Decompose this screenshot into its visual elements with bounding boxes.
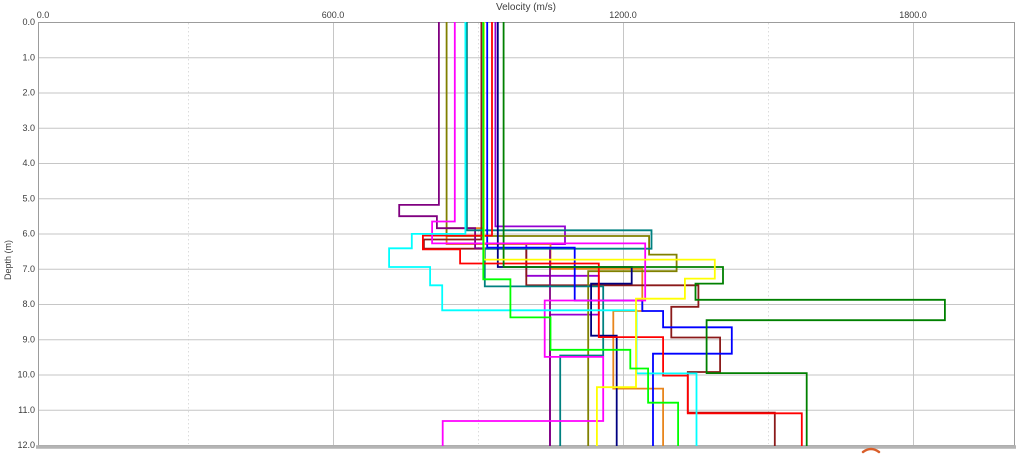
cropped-red-logo-mark — [861, 447, 881, 454]
y-tick-label: 11.0 — [18, 405, 35, 415]
y-tick-label: 12.0 — [17, 440, 35, 450]
y-tick-label: 1.0 — [22, 52, 35, 62]
x-tick-label: 600.0 — [322, 10, 345, 20]
series-profile-yellow — [482, 22, 716, 446]
y-tick-label: 5.0 — [22, 193, 35, 203]
series-profile-lime — [482, 22, 679, 446]
y-tick-label: 10.0 — [17, 370, 35, 380]
y-tick-label: 2.0 — [22, 88, 35, 98]
y-tick-label: 6.0 — [22, 229, 35, 239]
x-tick-label: 0.0 — [37, 10, 50, 20]
series-profile-teal — [466, 22, 653, 446]
series-profile-green — [502, 22, 946, 446]
y-tick-label: 8.0 — [22, 299, 35, 309]
y-tick-label: 9.0 — [22, 334, 35, 344]
y-tick-label: 3.0 — [22, 123, 35, 133]
y-tick-label: 7.0 — [22, 264, 35, 274]
x-axis-title: Velocity (m/s) — [495, 2, 556, 13]
x-tick-label: 1200.0 — [609, 10, 637, 20]
series-profile-magenta — [431, 22, 647, 446]
y-tick-label: 0.0 — [22, 17, 35, 27]
y-tick-label: 4.0 — [22, 158, 35, 168]
x-tick-label: 1800.0 — [899, 10, 927, 20]
series-profile-blue — [486, 22, 733, 446]
